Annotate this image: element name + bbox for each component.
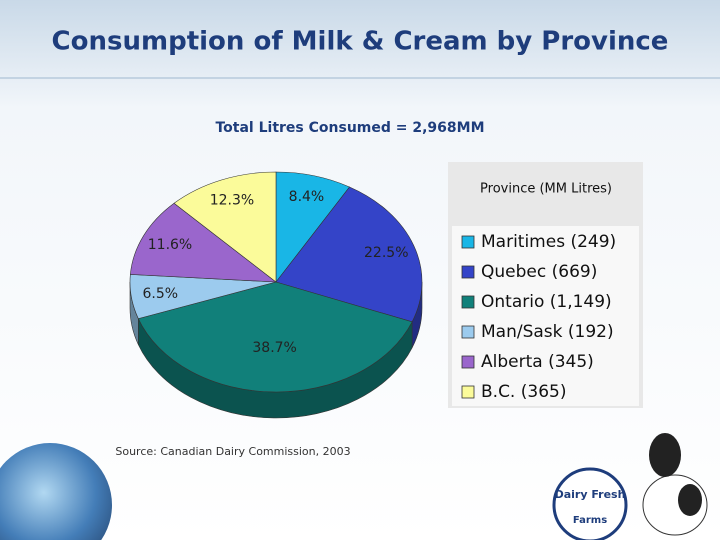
logo-ring [552,467,628,540]
globe-decoration [0,443,112,540]
subtitle: Total Litres Consumed = 2,968MM [215,120,484,136]
legend-swatch [461,265,475,279]
data-label: 6.5% [142,286,178,302]
legend-label: Quebec (669) [481,262,597,282]
legend-swatch [461,355,475,369]
pie-slice [275,186,423,323]
legend-label: Man/Sask (192) [481,322,614,342]
data-label: 12.3% [210,192,254,208]
cow-spot [678,484,702,516]
legend-swatch [461,235,475,249]
cow-head [649,433,681,477]
data-label: 11.6% [148,237,192,253]
legend-swatch [461,325,475,339]
legend-entries-box [452,226,639,406]
pie-slice [130,202,277,283]
legend-label: Maritimes (249) [481,232,616,252]
logo-text: Farms [573,515,607,526]
legend: Maritimes (249) Quebec (669) Ontario (1,14… [461,232,616,402]
cow-decoration [642,433,708,536]
legend-label: Ontario (1,149) [481,292,612,312]
data-label: 22.5% [364,245,408,261]
data-label: 8.4% [289,189,325,205]
legend-swatch [461,385,475,399]
logo: Dairy Fresh Farms [552,467,628,540]
slide-title: Consumption of Milk & Cream by Province [52,27,669,57]
data-label: 38.7% [252,340,296,356]
logo-text: Dairy Fresh [555,488,626,501]
legend-label: Alberta (345) [481,352,594,372]
legend-label: B.C. (365) [481,382,566,402]
pie-slice [173,171,277,283]
pie-slice [137,281,413,393]
pie-chart: 8.4% 22.5% 38.7% 6.5% 11.6% 12.3% [129,171,423,419]
source-note: Source: Canadian Dairy Commission, 2003 [115,445,350,458]
legend-swatch [461,295,475,309]
legend-title: Province (MM Litres) [480,182,612,197]
